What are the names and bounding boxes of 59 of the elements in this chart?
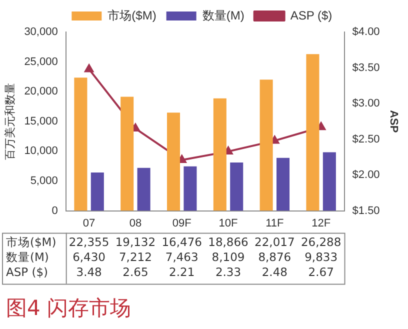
data-label: 2.67 (308, 264, 334, 279)
data-label: 22,355 (68, 234, 110, 249)
bar (276, 158, 290, 211)
y2-tick-label: $3.00 (352, 98, 380, 110)
x-tick-label: 12F (312, 217, 331, 230)
x-tick-label: 09F (172, 217, 192, 230)
y-tick-label: 20,000 (24, 86, 58, 98)
data-label: 9,833 (304, 250, 338, 264)
data-label: 2.33 (215, 264, 242, 279)
bar (322, 152, 336, 211)
y2-tick-label: $4.00 (352, 26, 380, 38)
data-label: 2.65 (122, 264, 148, 279)
legend-label: 数量(M) (202, 8, 244, 22)
text: ASP ($) (6, 264, 48, 279)
y-tick-label: 30,000 (24, 26, 58, 38)
data-label: 2.48 (262, 264, 288, 279)
y2-tick-label: $2.50 (352, 133, 380, 146)
text: 图4 闪存市场 (6, 295, 132, 322)
y-tick-label: 5,000 (30, 175, 58, 188)
bar (74, 78, 88, 211)
bar (213, 98, 226, 211)
bar (166, 112, 180, 211)
bar (260, 80, 273, 211)
y2-tick-label: $2.00 (352, 169, 380, 182)
bar (90, 172, 104, 211)
data-label: 7,463 (165, 250, 198, 264)
data-label: 18,866 (208, 234, 248, 249)
y-axis-title: 百万美元和数量 (4, 82, 17, 160)
bar (230, 162, 244, 211)
bar (184, 166, 197, 211)
y2-axis-title: ASP (387, 110, 400, 133)
bar (306, 54, 320, 211)
data-label: 6,430 (72, 250, 106, 264)
y2-tick-label: $3.50 (352, 62, 380, 74)
data-label: 8,109 (212, 250, 245, 264)
text: 市场($M) (6, 234, 56, 249)
y-tick-label: 10,000 (24, 145, 58, 158)
y2-tick-label: $1.50 (352, 204, 380, 217)
x-tick-label: 11F (266, 217, 284, 230)
data-label: 7,212 (118, 250, 152, 264)
y-tick-label: 0 (52, 204, 58, 217)
data-label: 2.21 (169, 264, 195, 279)
point (84, 64, 94, 72)
x-tick-label: 08 (129, 217, 142, 230)
text: 数量(M) (6, 250, 49, 264)
data-label: 26,288 (300, 234, 342, 249)
data-label: 3.48 (76, 264, 102, 279)
data-label: 8,876 (258, 250, 292, 264)
x-tick-label: 10F (218, 217, 238, 230)
bar (137, 168, 150, 211)
data-label: 19,132 (115, 234, 156, 249)
legend-label: ASP ($) (290, 8, 332, 22)
y-tick-label: 15,000 (24, 115, 58, 128)
data-label: 16,476 (162, 234, 202, 249)
legend-label: 市场($M) (108, 8, 156, 22)
x-tick-label: 07 (82, 217, 96, 230)
data-label: 22,017 (254, 234, 295, 249)
y-tick-label: 25,000 (24, 56, 58, 68)
bar (120, 96, 134, 211)
